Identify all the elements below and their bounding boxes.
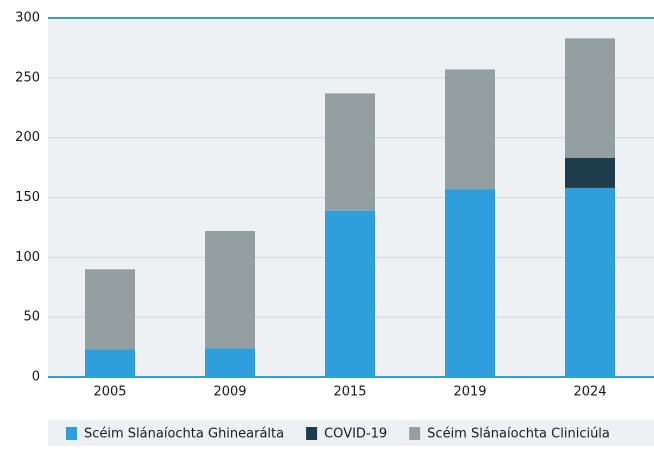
legend-label: COVID-19 [324, 427, 387, 442]
legend-background [48, 420, 654, 446]
bar-segment [205, 231, 255, 349]
bar-segment [205, 348, 255, 377]
bar-segment [565, 158, 615, 188]
bar-segment [325, 93, 375, 211]
legend-label: Scéim Slánaíochta Cliniciúla [427, 427, 610, 442]
x-tick-label: 2019 [453, 385, 486, 400]
legend-swatch [409, 427, 421, 440]
bar-segment [85, 269, 135, 350]
legend-swatch [66, 427, 77, 440]
y-tick-label: 250 [15, 70, 40, 85]
legend-swatch [306, 427, 318, 440]
bar-segment [85, 349, 135, 377]
bar-segment [565, 38, 615, 159]
bar-segment [445, 69, 495, 190]
x-tick-label: 2015 [333, 385, 366, 400]
x-tick-label: 2005 [93, 385, 126, 400]
y-tick-label: 0 [32, 370, 40, 385]
bar-segment [445, 189, 495, 377]
y-tick-label: 300 [15, 11, 40, 26]
bar-segment [565, 187, 615, 377]
y-tick-label: 100 [15, 250, 40, 265]
x-tick-label: 2009 [213, 385, 246, 400]
legend-label: Scéim Slánaíochta Ghinearálta [84, 427, 284, 442]
bar-segment [325, 210, 375, 377]
y-tick-label: 50 [23, 310, 40, 325]
y-tick-label: 150 [15, 190, 40, 205]
x-tick-label: 2024 [573, 385, 606, 400]
y-tick-label: 200 [15, 130, 40, 145]
